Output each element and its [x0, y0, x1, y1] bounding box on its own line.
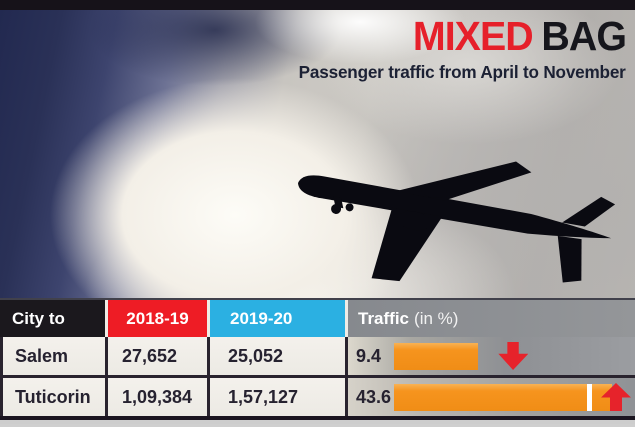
top-rule: [0, 0, 635, 10]
page-subtitle: Passenger traffic from April to November: [299, 62, 626, 82]
cell-2019-20: 25,052: [210, 337, 345, 375]
traffic-value: 43.6: [356, 386, 392, 407]
bar-track: [394, 383, 635, 411]
airplane-icon: [298, 161, 616, 283]
traffic-header-unit: (in %): [414, 308, 459, 328]
cell-traffic: 9.4: [348, 337, 635, 375]
cell-city: Tuticorin: [0, 378, 105, 416]
traffic-bar: [394, 383, 613, 411]
traffic-header-bold: Traffic: [358, 308, 410, 328]
table-row-salem: Salem 27,652 25,052 9.4: [0, 337, 635, 378]
bar-track: [394, 342, 635, 370]
title-rest: BAG: [541, 13, 627, 59]
traffic-value: 9.4: [356, 345, 382, 366]
cell-2018-19: 27,652: [108, 337, 207, 375]
bottom-rule: [0, 416, 635, 424]
col-header-traffic: Traffic (in %): [348, 300, 635, 337]
cell-2019-20: 1,57,127: [210, 378, 345, 416]
cell-city: Salem: [0, 337, 105, 375]
col-header-2019-20: 2019-20: [210, 300, 345, 337]
bar-tick: [587, 383, 593, 411]
traffic-bar: [394, 342, 479, 370]
down-arrow-icon: [498, 342, 529, 370]
table-row-tuticorin: Tuticorin 1,09,384 1,57,127 43.6: [0, 378, 635, 416]
title-highlight: MIXED: [412, 13, 534, 59]
traffic-table: City to 2018-19 2019-20 Traffic (in %) S…: [0, 298, 635, 424]
col-header-city: City to: [0, 300, 105, 337]
cell-traffic: 43.6: [348, 378, 635, 416]
table-header-row: City to 2018-19 2019-20 Traffic (in %): [0, 298, 635, 337]
col-header-2018-19: 2018-19: [108, 300, 207, 337]
page-title: MIXED BAG: [412, 13, 627, 59]
sky-photo: MIXED BAG Passenger traffic from April to…: [0, 10, 635, 298]
cell-2018-19: 1,09,384: [108, 378, 207, 416]
